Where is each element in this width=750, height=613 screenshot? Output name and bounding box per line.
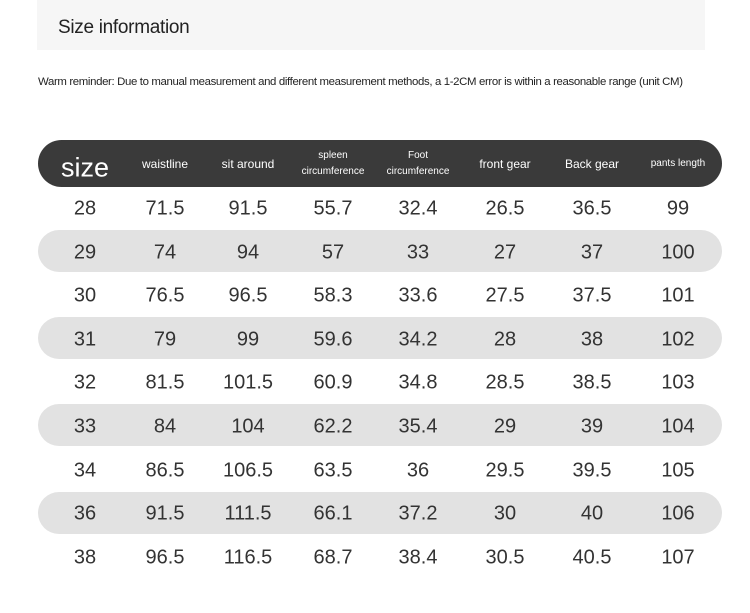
table-cell: 27 [493, 241, 517, 264]
table-cell: 34 [73, 459, 97, 482]
table-cell: 34.2 [398, 328, 438, 351]
table-cell: 33 [406, 241, 430, 264]
table-cell: 29.5 [485, 459, 525, 482]
table-cell: 40.5 [572, 546, 612, 569]
table-cell: 37.2 [398, 502, 438, 525]
table-cell: 66.1 [313, 502, 353, 525]
table-cell: 29 [493, 415, 517, 438]
table-cell: 99 [666, 197, 690, 220]
table-cell: 39.5 [572, 459, 612, 482]
table-cell: 68.7 [313, 546, 353, 569]
table-cell: 58.3 [313, 284, 353, 307]
table-cell: 102 [661, 328, 695, 351]
table-cell: 59.6 [313, 328, 353, 351]
table-cell: 30 [73, 284, 97, 307]
table-cell: 30.5 [485, 546, 525, 569]
table-cell: 101.5 [222, 371, 274, 394]
column-header: Back gear [564, 157, 620, 171]
table-cell: 33 [73, 415, 97, 438]
table-cell: 36.5 [572, 197, 612, 220]
table-cell: 35.4 [398, 415, 438, 438]
table-cell: 91.5 [228, 197, 268, 220]
table-cell: 28 [493, 328, 517, 351]
table-cell: 26.5 [485, 197, 525, 220]
row-band [38, 491, 722, 534]
reminder: Warm reminder: Due to manual measurement… [38, 76, 683, 88]
table-cell: 94 [236, 241, 260, 264]
table-cell: 107 [661, 546, 695, 569]
table-cell: 40 [580, 502, 604, 525]
table-cell: 37 [580, 241, 604, 264]
column-header: size [60, 152, 110, 183]
row-band [38, 230, 722, 272]
table-cell: 79 [153, 328, 177, 351]
table-cell: 60.9 [313, 371, 353, 394]
table-cell: 96.5 [228, 284, 268, 307]
table-cell: 38 [73, 546, 97, 569]
table-cell: 38.4 [398, 546, 438, 569]
table-cell: 86.5 [145, 459, 185, 482]
table-cell: 84 [153, 415, 177, 438]
table-cell: 74 [153, 241, 177, 264]
header-box: Size information [37, 0, 705, 50]
table-cell: 34.8 [398, 371, 438, 394]
column-header: front gear [479, 157, 531, 171]
column-header: Foot circumference [386, 150, 450, 177]
table-cell: 28.5 [485, 371, 525, 394]
table-cell: 91.5 [145, 502, 185, 525]
table-cell: 103 [661, 371, 695, 394]
table-header [38, 140, 722, 187]
column-header: spleen circumference [301, 150, 365, 177]
table-cell: 33.6 [398, 284, 438, 307]
table-cell: 39 [580, 415, 604, 438]
table-cell: 106 [661, 502, 695, 525]
table-cell: 36 [73, 502, 97, 525]
table-cell: 104 [231, 415, 265, 438]
table-cell: 62.2 [313, 415, 353, 438]
column-header: pants length [650, 158, 706, 169]
row-band [38, 404, 722, 447]
table-cell: 96.5 [145, 546, 185, 569]
table-cell: 100 [661, 241, 695, 264]
table-cell: 27.5 [485, 284, 525, 307]
table-cell: 37.5 [572, 284, 612, 307]
table-cell: 32.4 [398, 197, 438, 220]
table-cell: 30 [493, 502, 517, 525]
row-band [38, 317, 722, 360]
table-cell: 99 [236, 328, 260, 351]
table-cell: 36 [406, 459, 430, 482]
table-cell: 101 [661, 284, 695, 307]
table-cell: 116.5 [223, 546, 273, 569]
table-cell: 76.5 [145, 284, 185, 307]
table-cell: 28 [73, 197, 97, 220]
column-header: waistline [141, 157, 189, 171]
table-cell: 29 [73, 241, 97, 264]
table-cell: 106.5 [222, 459, 274, 482]
table-cell: 63.5 [313, 459, 353, 482]
table-cell: 81.5 [145, 371, 185, 394]
table-cell: 71.5 [145, 197, 185, 220]
table-cell: 38.5 [572, 371, 612, 394]
table-cell: 31 [73, 328, 97, 351]
column-header: sit around [221, 157, 275, 171]
table-cell: 57 [321, 241, 345, 264]
header-title: Size information [58, 17, 190, 38]
table-cell: 55.7 [313, 197, 353, 220]
table-cell: 32 [73, 371, 97, 394]
table-cell: 38 [580, 328, 604, 351]
table-cell: 111.5 [224, 502, 272, 525]
table-cell: 104 [661, 415, 695, 438]
table-cell: 105 [661, 459, 695, 482]
